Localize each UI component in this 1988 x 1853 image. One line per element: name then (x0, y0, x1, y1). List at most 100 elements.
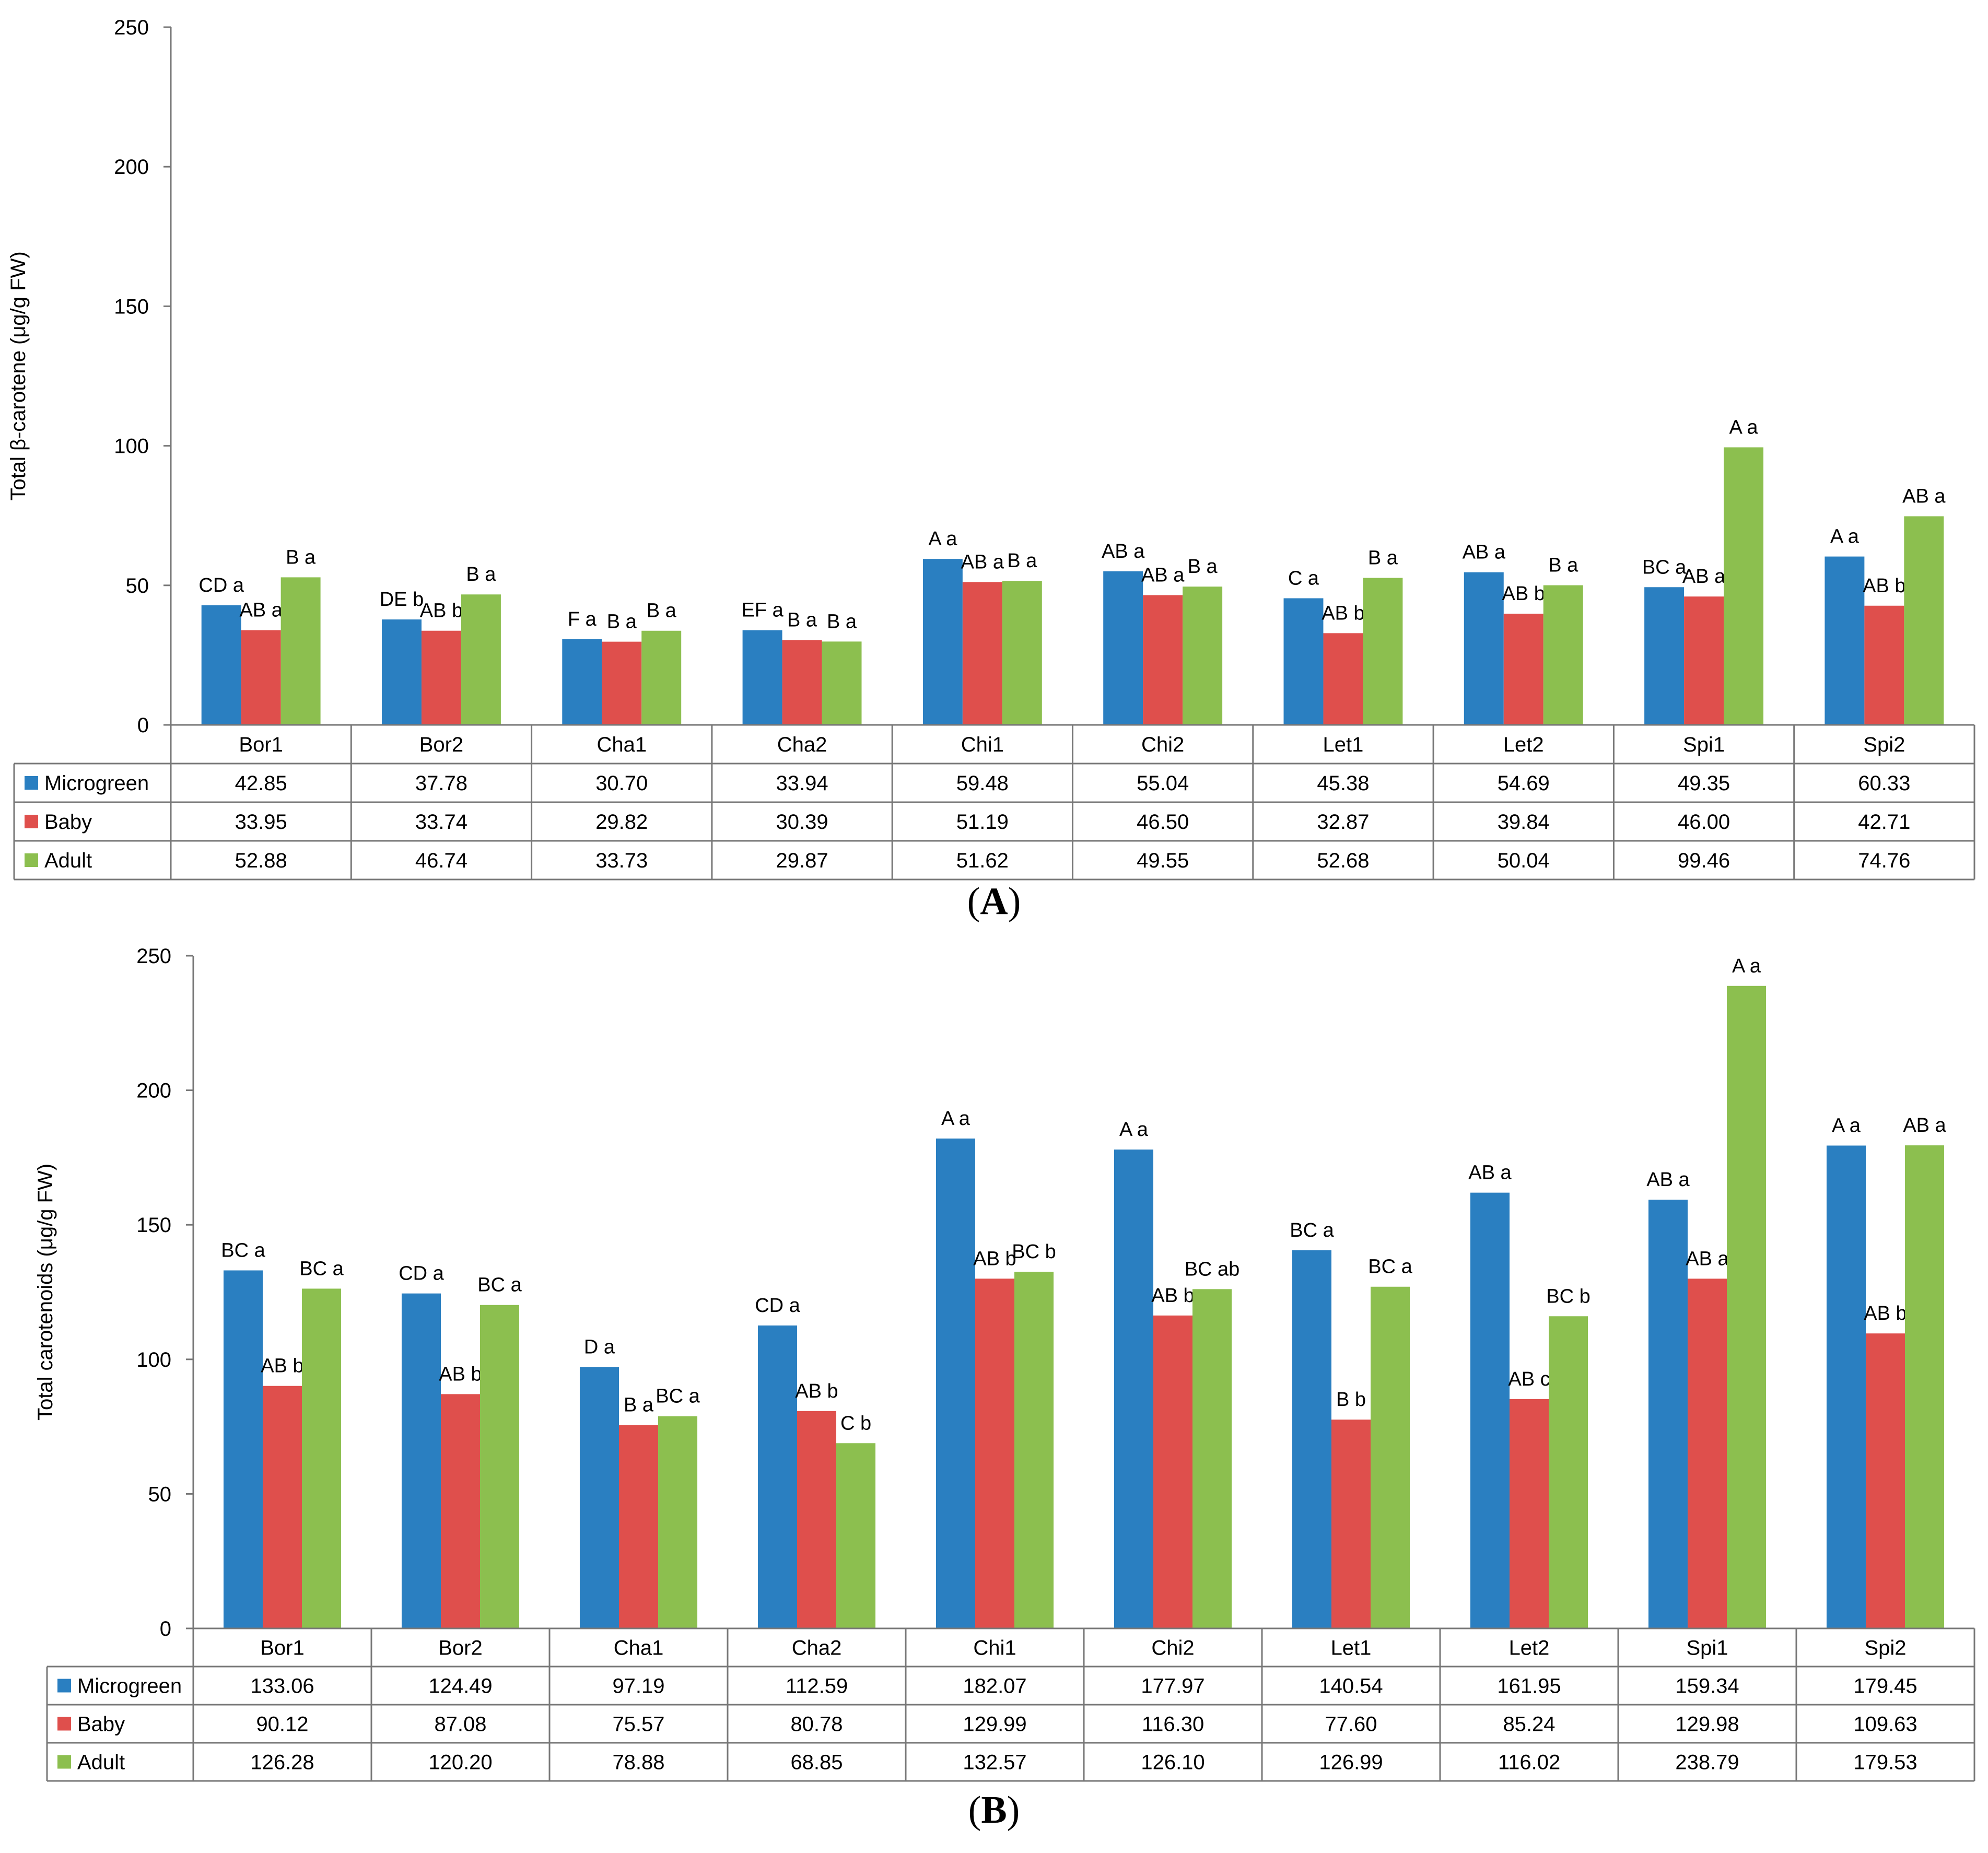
chartb-bar-annotation: CD a (755, 1295, 800, 1317)
charta-bar-annotation: B a (787, 609, 817, 631)
chartb-bar-baby (440, 1394, 481, 1628)
charta-bar-baby (962, 582, 1002, 725)
chartb-legend-swatch-adult (57, 1755, 71, 1769)
chartb-bar-microgreen (1826, 1145, 1866, 1628)
chart-a: 0 50 100 150 200 250 Total β-carotene (μg/g FW… (7, 16, 1975, 923)
charta-category-label: Spi2 (1863, 733, 1905, 756)
charta-bar-annotation: BC a (1642, 556, 1687, 578)
charta-table-value: 60.33 (1858, 772, 1910, 795)
chartb-bar-microgreen (401, 1293, 441, 1628)
charta-category-label: Bor2 (419, 733, 464, 756)
chartb-bar-annotation: AB b (439, 1363, 482, 1385)
charta-y-axis-title: Total β-carotene (μg/g FW) (7, 251, 30, 500)
chartb-bar-adult (1371, 1286, 1410, 1628)
chartb-bar-microgreen (757, 1325, 797, 1628)
chartb-panel-caption: (B) (968, 1789, 1020, 1832)
charta-legend-label-baby: Baby (44, 811, 92, 834)
chartb-bar-annotation: BC a (1368, 1256, 1412, 1278)
chartb-bar-annotation: A a (1119, 1119, 1149, 1141)
chartb-table-value: 124.49 (428, 1675, 492, 1698)
chartb-bar-adult (1727, 986, 1767, 1628)
chartb-bar-baby (797, 1411, 837, 1628)
chartb-bar-annotation: BC b (1012, 1241, 1056, 1263)
charta-bar-baby (782, 640, 822, 725)
chartb-table-value: 182.07 (963, 1675, 1026, 1698)
chartb-table-value: 120.20 (428, 1751, 492, 1774)
charta-bar-adult (280, 577, 321, 725)
chartb-bar-annotation: AB b (1864, 1303, 1907, 1324)
chartb-bar-microgreen (1292, 1250, 1331, 1628)
charta-bar-annotation: EF a (741, 600, 783, 621)
charta-bar-baby (602, 641, 642, 725)
chartb-bar-adult (1905, 1145, 1945, 1628)
charta-table-value: 99.46 (1678, 849, 1730, 872)
charta-bar-annotation: B a (607, 611, 637, 633)
chartb-bar-adult (836, 1443, 876, 1628)
charta-bar-annotation: B a (286, 546, 316, 568)
chartb-category-label: Cha2 (792, 1637, 842, 1660)
chartb-bar-annotation: AB c (1508, 1368, 1550, 1390)
chartb-legend-swatch-baby (57, 1717, 71, 1731)
charta-bar-annotation: AB a (1463, 542, 1506, 564)
chartb-bar-annotation: BC a (1290, 1219, 1334, 1241)
charta-bar-annotation: B a (827, 611, 857, 632)
charta-bar-annotation: B a (466, 564, 496, 585)
charta-category-label: Spi1 (1683, 733, 1725, 756)
charta-table-value: 32.87 (1317, 811, 1369, 834)
charta-bar-microgreen (742, 630, 782, 725)
charta-category-label: Cha1 (597, 733, 647, 756)
chart-b: 0 50 100 150 200 250 Total carotenoids (μg/g F… (34, 945, 1975, 1832)
charta-bar-annotation: A a (1729, 416, 1759, 438)
charta-bar-annotation: AB b (1322, 602, 1364, 624)
charta-bar-baby (1684, 596, 1724, 725)
charta-bar-annotation: B a (1548, 555, 1578, 577)
charta-bar-microgreen (1644, 587, 1685, 725)
chartb-bar-annotation: B a (624, 1394, 654, 1416)
chartb-legend-swatch-microgreen (57, 1679, 71, 1693)
charta-table-value: 30.39 (776, 811, 828, 834)
charta-y-tick-label: 150 (114, 295, 149, 318)
chartb-table-value: 77.60 (1325, 1713, 1377, 1736)
chartb-bar-baby (1153, 1315, 1193, 1628)
chartb-table-value: 132.57 (963, 1751, 1026, 1774)
charta-bar-microgreen (922, 559, 963, 725)
chartb-table-value: 126.10 (1141, 1751, 1205, 1774)
chartb-bar-adult (480, 1305, 520, 1628)
chartb-y-tick-label: 150 (136, 1214, 171, 1237)
chartb-y-tick-label: 100 (136, 1348, 171, 1371)
charta-bar-adult (641, 630, 682, 725)
chartb-bar-microgreen (1648, 1200, 1688, 1628)
chartb-category-label: Spi1 (1686, 1637, 1728, 1660)
charta-y-tick-label: 0 (137, 714, 149, 737)
chartb-bar-annotation: A a (1732, 955, 1761, 977)
charta-legend-swatch-adult (25, 853, 38, 867)
charta-panel-caption: (A) (967, 880, 1021, 923)
charta-bar-baby (241, 630, 281, 725)
charta-bar-microgreen (1103, 571, 1143, 725)
charta-category-label: Chi1 (961, 733, 1004, 756)
charta-table-value: 42.71 (1858, 811, 1910, 834)
chartb-bar-annotation: CD a (399, 1263, 444, 1285)
chartb-bar-adult (1549, 1316, 1588, 1628)
chartb-table-value: 126.28 (250, 1751, 314, 1774)
chartb-table-value: 112.59 (786, 1675, 848, 1698)
chartb-category-label: Bor2 (438, 1637, 483, 1660)
charta-bar-annotation: AB a (1682, 566, 1726, 588)
charta-table-value: 46.00 (1678, 811, 1730, 834)
charta-y-tick-label: 200 (114, 156, 149, 179)
chartb-table-value: 75.57 (612, 1713, 664, 1736)
chartb-table-value: 161.95 (1497, 1675, 1561, 1698)
chartb-y-tick-label: 50 (148, 1483, 172, 1506)
charta-bar-annotation: B a (1007, 550, 1037, 572)
chartb-table-value: 97.19 (612, 1675, 664, 1698)
chartb-bar-microgreen (1470, 1192, 1510, 1628)
chartb-bar-annotation: BC a (477, 1274, 522, 1296)
charta-table-value: 37.78 (415, 772, 467, 795)
chartb-bar-annotation: A a (1832, 1115, 1861, 1136)
charta-bar-adult (1543, 585, 1583, 725)
chartb-bar-microgreen (223, 1270, 263, 1628)
chartb-table-value: 116.02 (1498, 1751, 1560, 1774)
charta-table-value: 30.70 (595, 772, 648, 795)
charta-bar-annotation: AB b (1863, 575, 1905, 597)
chartb-bar-adult (302, 1288, 342, 1628)
